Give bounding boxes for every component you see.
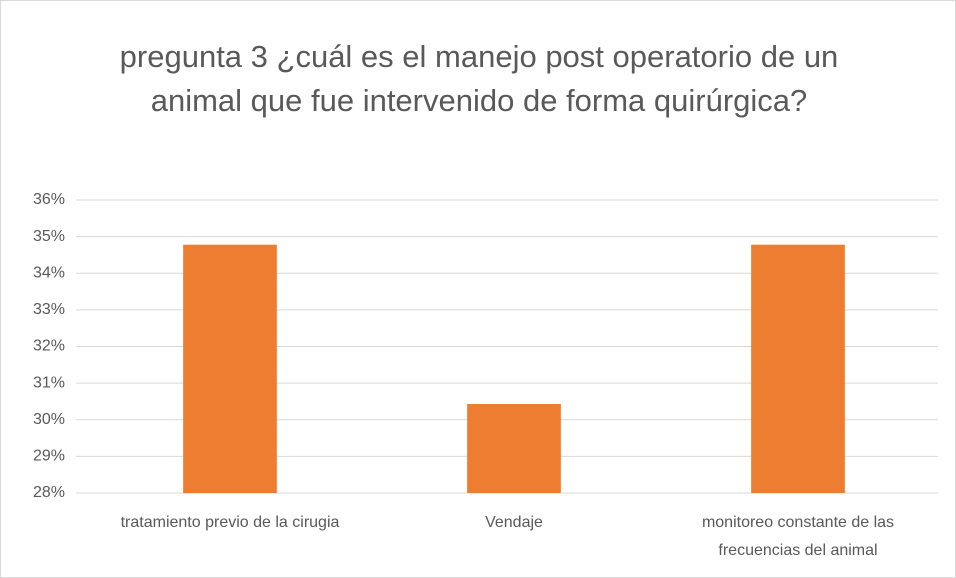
y-tick-label: 32% bbox=[33, 338, 65, 355]
y-tick-label: 29% bbox=[33, 448, 65, 465]
x-tick-label: monitoreo constante de las frecuencias d… bbox=[701, 514, 895, 559]
bar bbox=[183, 244, 277, 493]
y-tick-label: 28% bbox=[33, 484, 65, 501]
x-tick-label: Vendaje bbox=[485, 514, 543, 531]
y-tick-label: 34% bbox=[33, 264, 65, 281]
chart-title: pregunta 3 ¿cuál es el manejo post opera… bbox=[119, 39, 839, 118]
bar bbox=[751, 244, 845, 493]
y-tick-label: 36% bbox=[33, 191, 65, 208]
y-tick-label: 33% bbox=[33, 301, 65, 318]
bar bbox=[467, 404, 561, 493]
y-tick-label: 31% bbox=[33, 374, 65, 391]
y-tick-label: 30% bbox=[33, 411, 65, 428]
y-tick-label: 35% bbox=[33, 228, 65, 245]
x-tick-label: tratamiento previo de la cirugia bbox=[120, 514, 340, 531]
